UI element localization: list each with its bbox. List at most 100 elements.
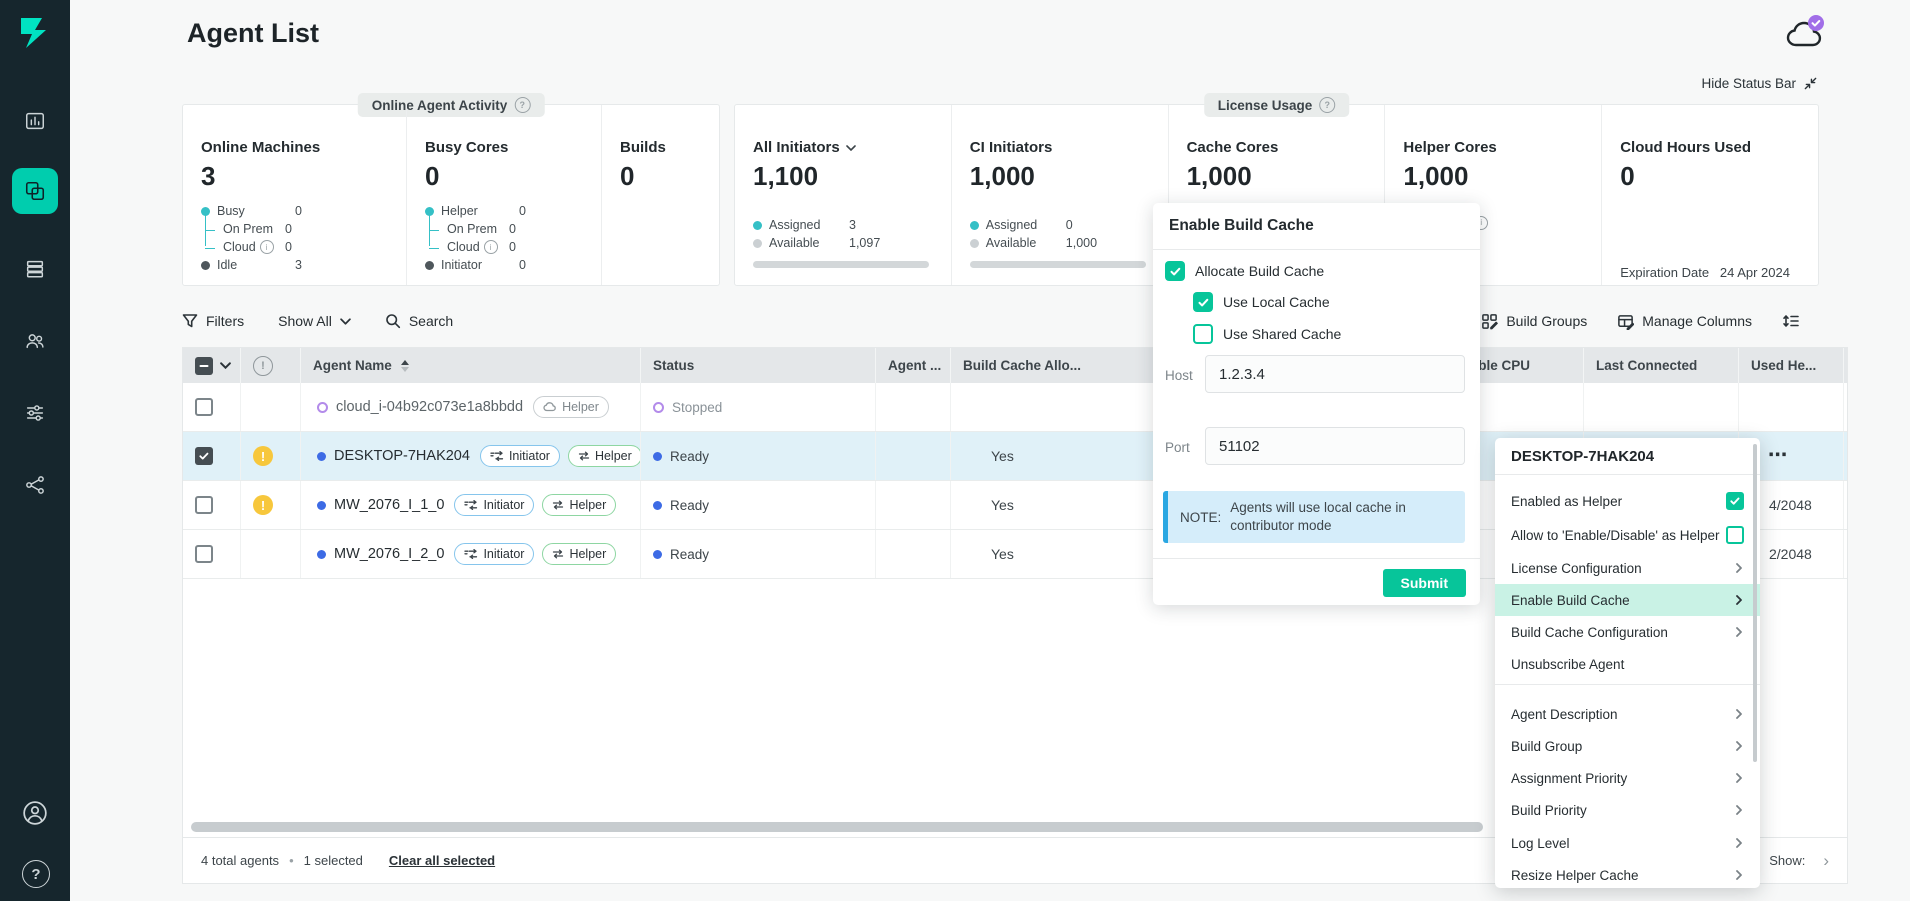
status-dot xyxy=(653,402,664,413)
show-all-dropdown[interactable]: Show All xyxy=(278,313,351,329)
alert-column-header: ! xyxy=(241,348,301,383)
row-select-cell xyxy=(183,481,241,529)
checkbox-checked-icon[interactable] xyxy=(1193,292,1213,312)
use-local-cache-checkbox[interactable]: Use Local Cache xyxy=(1193,292,1330,312)
cloud-hours-column: Cloud Hours Used 0 Expiration Date 24 Ap… xyxy=(1601,105,1818,285)
divider xyxy=(1153,558,1480,559)
warning-icon[interactable]: ! xyxy=(253,446,273,466)
build-cache-cell: Yes xyxy=(951,530,1166,578)
hide-status-bar-button[interactable]: Hide Status Bar xyxy=(1701,76,1818,91)
build-cache-header[interactable]: Build Cache Allo... xyxy=(951,348,1166,383)
all-initiators-value: 1,100 xyxy=(753,161,933,192)
host-field[interactable] xyxy=(1205,355,1465,393)
menu-item-enable-build-cache[interactable]: Enable Build Cache xyxy=(1495,584,1760,616)
all-initiators-dropdown-icon[interactable] xyxy=(846,145,856,151)
menu-item-unsubscribe-agent[interactable]: Unsubscribe Agent xyxy=(1495,648,1760,680)
row-height-button[interactable] xyxy=(1782,312,1800,330)
host-label: Host xyxy=(1165,368,1193,383)
hide-status-bar-label: Hide Status Bar xyxy=(1701,76,1796,91)
checkbox-checked-icon[interactable] xyxy=(1165,261,1185,281)
tree-tick xyxy=(205,221,215,231)
user-avatar-icon[interactable] xyxy=(22,800,48,826)
menu-item-build-cache-configuration[interactable]: Build Cache Configuration xyxy=(1495,616,1760,648)
menu-item-log-level[interactable]: Log Level xyxy=(1495,827,1760,859)
row-checkbox[interactable] xyxy=(195,398,213,416)
menu-item-enabled-as-helper[interactable]: Enabled as Helper xyxy=(1495,485,1760,517)
clear-all-selected-link[interactable]: Clear all selected xyxy=(389,853,495,868)
row-checkbox[interactable] xyxy=(195,496,213,514)
sidebar-item-dashboard[interactable] xyxy=(24,110,46,132)
horizontal-scrollbar[interactable] xyxy=(191,822,1483,832)
agent-type-header[interactable]: Agent ... xyxy=(876,348,951,383)
helper-pill: Helper xyxy=(542,543,616,565)
submit-button[interactable]: Submit xyxy=(1383,569,1466,597)
sidebar-item-settings[interactable] xyxy=(24,402,46,424)
row-select-cell xyxy=(183,383,241,431)
divider xyxy=(1495,474,1760,475)
chevron-right-icon xyxy=(1734,709,1744,719)
checkbox-unchecked-icon[interactable] xyxy=(1726,526,1744,544)
available-dot xyxy=(753,239,762,248)
sidebar-item-agents[interactable] xyxy=(12,168,58,214)
divider xyxy=(1495,684,1760,685)
note-accent-bar xyxy=(1163,491,1168,543)
cloud-hours-title: Cloud Hours Used xyxy=(1620,139,1800,156)
cloud-hours-value: 0 xyxy=(1620,161,1800,192)
all-initiators-usage-bar xyxy=(753,261,929,268)
allocate-build-cache-checkbox[interactable]: Allocate Build Cache xyxy=(1165,261,1324,281)
pagination-next-icon[interactable]: › xyxy=(1823,851,1829,871)
chevron-right-icon xyxy=(1734,741,1744,751)
brand-logo-icon[interactable] xyxy=(15,12,55,52)
menu-item-license-configuration[interactable]: License Configuration xyxy=(1495,552,1760,584)
checkbox-checked-icon[interactable] xyxy=(1726,492,1744,510)
assigned-dot xyxy=(970,221,979,230)
select-options-chevron-icon[interactable] xyxy=(220,362,231,369)
sort-icon[interactable] xyxy=(401,360,409,372)
menu-item-build-priority[interactable]: Build Priority xyxy=(1495,794,1760,826)
alert-header-icon: ! xyxy=(253,356,273,376)
last-connected-cell xyxy=(1584,383,1739,431)
filters-button[interactable]: Filters xyxy=(182,313,244,329)
menu-item-assignment-priority[interactable]: Assignment Priority xyxy=(1495,762,1760,794)
used-helper-header[interactable]: Used He... xyxy=(1739,348,1844,383)
use-shared-cache-checkbox[interactable]: Use Shared Cache xyxy=(1193,324,1341,344)
table-row[interactable]: cloud_i-04b92c073e1a8bbdd Helper Stopped xyxy=(183,383,1847,432)
status-dot xyxy=(653,501,662,510)
cloud-status-icon[interactable] xyxy=(1783,14,1827,54)
row-checkbox[interactable] xyxy=(195,545,213,563)
cache-cores-value: 1,000 xyxy=(1187,161,1367,192)
port-field[interactable] xyxy=(1205,427,1465,465)
select-all-checkbox[interactable] xyxy=(195,357,213,375)
manage-columns-button[interactable]: Manage Columns xyxy=(1617,313,1752,330)
menu-item-build-group[interactable]: Build Group xyxy=(1495,730,1760,762)
warning-icon[interactable]: ! xyxy=(253,495,273,515)
ci-initiators-column: CI Initiators 1,000 Assigned0 Available1… xyxy=(951,105,1168,285)
row-checkbox[interactable] xyxy=(195,447,213,465)
helper-cores-value: 1,000 xyxy=(1403,161,1583,192)
status-header[interactable]: Status xyxy=(641,348,876,383)
sidebar-item-processes[interactable] xyxy=(24,474,46,496)
cloud-info-icon[interactable]: i xyxy=(484,240,498,254)
menu-item-agent-description[interactable]: Agent Description xyxy=(1495,698,1760,730)
checkbox-unchecked-icon[interactable] xyxy=(1193,324,1213,344)
cloud-info-icon[interactable]: i xyxy=(260,240,274,254)
help-icon[interactable]: ? xyxy=(22,860,50,888)
menu-scrollbar[interactable] xyxy=(1753,444,1757,762)
busy-cores-title: Busy Cores xyxy=(425,139,583,156)
sidebar-item-builds[interactable] xyxy=(24,258,46,280)
row-select-cell xyxy=(183,432,241,480)
sidebar-item-users[interactable] xyxy=(24,330,46,352)
search-input[interactable]: Search xyxy=(385,313,453,329)
agent-name-header[interactable]: Agent Name xyxy=(301,348,641,383)
menu-item-resize-helper-cache[interactable]: Resize Helper Cache xyxy=(1495,859,1760,888)
expiration-value: 24 Apr 2024 xyxy=(1720,265,1790,280)
build-cache-cell: Yes xyxy=(951,432,1166,480)
last-connected-header[interactable]: Last Connected xyxy=(1584,348,1739,383)
menu-item-allow-enable-disable[interactable]: Allow to 'Enable/Disable' as Helper xyxy=(1495,519,1760,551)
row-more-actions-button[interactable]: ⋯ xyxy=(1768,444,1788,467)
popup-title: Enable Build Cache xyxy=(1169,217,1314,235)
row-alert-cell: ! xyxy=(241,481,301,529)
status-cell: Ready xyxy=(641,481,876,529)
build-groups-button[interactable]: Build Groups xyxy=(1481,313,1587,330)
initiator-dot xyxy=(425,261,434,270)
